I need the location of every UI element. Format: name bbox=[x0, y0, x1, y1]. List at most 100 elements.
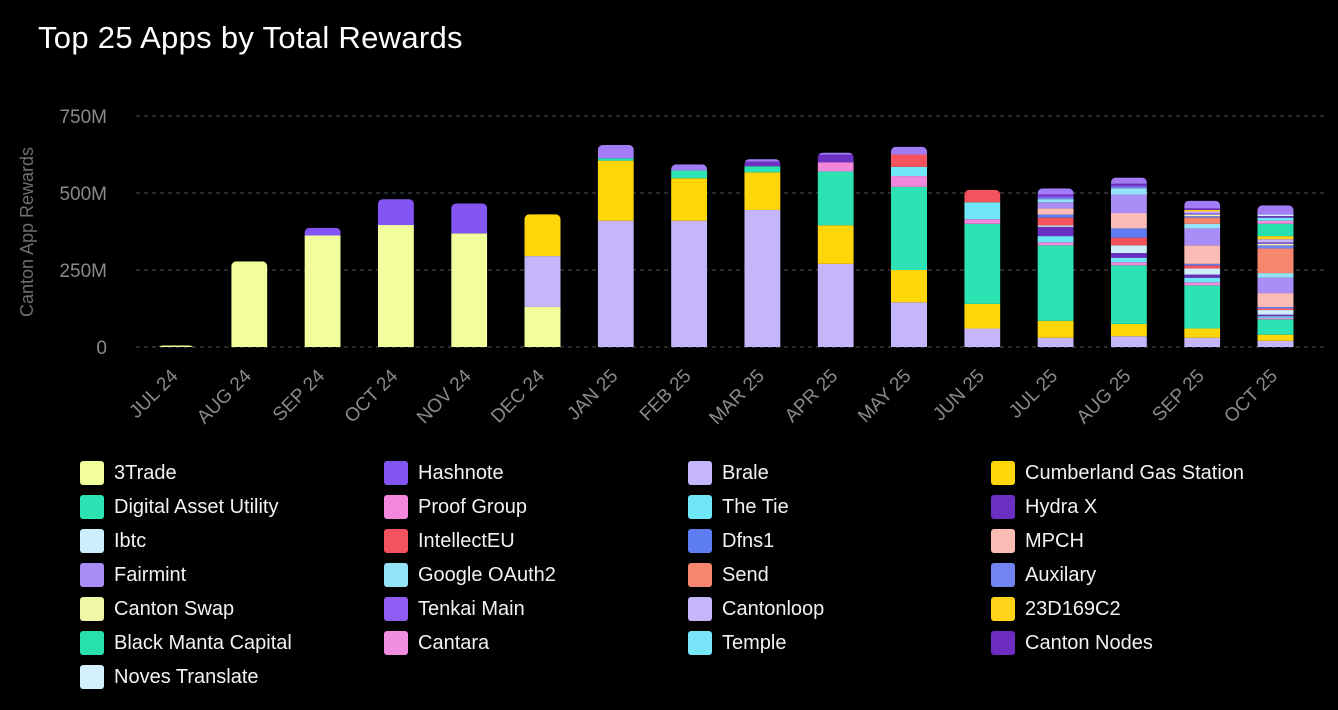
bar-segment[interactable] bbox=[1110, 245, 1147, 254]
bar-segment[interactable] bbox=[1110, 253, 1147, 258]
bar-segment[interactable] bbox=[671, 170, 708, 179]
bar-segment[interactable] bbox=[1110, 265, 1147, 324]
bar-segment[interactable] bbox=[1184, 263, 1221, 266]
bar-segment[interactable] bbox=[1184, 214, 1221, 217]
bar-segment[interactable] bbox=[304, 235, 341, 347]
bar-segment[interactable] bbox=[597, 144, 634, 159]
bar-segment[interactable] bbox=[377, 199, 414, 226]
bar-segment[interactable] bbox=[1257, 334, 1294, 341]
bar-segment[interactable] bbox=[1257, 314, 1294, 317]
bar-segment[interactable] bbox=[1257, 242, 1294, 244]
bar-segment[interactable] bbox=[1257, 239, 1294, 243]
bar-segment[interactable] bbox=[964, 189, 1001, 203]
bar-segment[interactable] bbox=[964, 303, 1001, 329]
legend-item[interactable]: 23D169C2 bbox=[991, 596, 1121, 622]
bar-segment[interactable] bbox=[817, 154, 854, 163]
bar-segment[interactable] bbox=[1110, 213, 1147, 229]
bar-segment[interactable] bbox=[1257, 293, 1294, 307]
bar-segment[interactable] bbox=[1257, 217, 1294, 221]
bar-segment[interactable] bbox=[1257, 243, 1294, 246]
legend-item[interactable]: MPCH bbox=[991, 528, 1084, 554]
bar-segment[interactable] bbox=[1037, 196, 1074, 198]
bar-segment[interactable] bbox=[1184, 245, 1221, 264]
bar-segment[interactable] bbox=[524, 214, 561, 257]
bar-segment[interactable] bbox=[1110, 228, 1147, 238]
bar-segment[interactable] bbox=[1110, 237, 1147, 246]
bar-segment[interactable] bbox=[1257, 220, 1294, 224]
bar-segment[interactable] bbox=[1110, 194, 1147, 214]
bar-segment[interactable] bbox=[1110, 188, 1147, 195]
bar-segment[interactable] bbox=[1037, 208, 1074, 215]
bar-segment[interactable] bbox=[1110, 177, 1147, 184]
bar-segment[interactable] bbox=[1184, 223, 1221, 229]
bar-segment[interactable] bbox=[1257, 340, 1294, 347]
bar-segment[interactable] bbox=[1184, 328, 1221, 338]
bar-segment[interactable] bbox=[1184, 265, 1221, 269]
legend-item[interactable]: The Tie bbox=[688, 494, 789, 520]
bar-segment[interactable] bbox=[964, 328, 1001, 347]
bar-segment[interactable] bbox=[1257, 248, 1294, 274]
legend-item[interactable]: 3Trade bbox=[80, 460, 177, 486]
bar-segment[interactable] bbox=[1037, 199, 1074, 203]
bar-segment[interactable] bbox=[671, 178, 708, 221]
bar-segment[interactable] bbox=[891, 186, 927, 270]
bar-segment[interactable] bbox=[891, 146, 927, 155]
bar-segment[interactable] bbox=[1037, 217, 1074, 226]
legend-item[interactable]: Dfns1 bbox=[688, 528, 774, 554]
legend-item[interactable]: Fairmint bbox=[80, 562, 186, 588]
bar-segment[interactable] bbox=[597, 158, 634, 161]
bar-segment[interactable] bbox=[1184, 337, 1221, 347]
bar-segment[interactable] bbox=[1037, 197, 1074, 200]
bar-segment[interactable] bbox=[1037, 194, 1074, 197]
bar-segment[interactable] bbox=[377, 225, 414, 347]
bar-segment[interactable] bbox=[1184, 211, 1221, 214]
bar-segment[interactable] bbox=[1037, 320, 1074, 338]
bar-segment[interactable] bbox=[1257, 216, 1294, 218]
bar-segment[interactable] bbox=[1184, 274, 1221, 278]
bar-segment[interactable] bbox=[1184, 209, 1221, 212]
legend-item[interactable]: Auxilary bbox=[991, 562, 1096, 588]
legend-item[interactable]: Proof Group bbox=[384, 494, 527, 520]
bar-segment[interactable] bbox=[1110, 185, 1147, 187]
bar-segment[interactable] bbox=[1184, 216, 1221, 218]
bar-segment[interactable] bbox=[1184, 213, 1221, 215]
bar-segment[interactable] bbox=[1184, 268, 1221, 275]
legend-item[interactable]: Temple bbox=[688, 630, 786, 656]
bar-segment[interactable] bbox=[1184, 200, 1221, 209]
bar-segment[interactable] bbox=[1037, 214, 1074, 218]
bar-segment[interactable] bbox=[1110, 186, 1147, 189]
bar-segment[interactable] bbox=[671, 164, 708, 171]
legend-item[interactable]: Cantonloop bbox=[688, 596, 824, 622]
bar-segment[interactable] bbox=[744, 209, 781, 347]
bar-segment[interactable] bbox=[1037, 202, 1074, 209]
bar-segment[interactable] bbox=[1110, 183, 1147, 186]
legend-item[interactable]: Noves Translate bbox=[80, 664, 259, 690]
legend-item[interactable]: Canton Swap bbox=[80, 596, 234, 622]
bar-segment[interactable] bbox=[1257, 316, 1294, 318]
legend-item[interactable]: Send bbox=[688, 562, 769, 588]
bar-segment[interactable] bbox=[1110, 336, 1147, 347]
bar-segment[interactable] bbox=[1257, 236, 1294, 240]
bar-segment[interactable] bbox=[744, 161, 781, 167]
bar-segment[interactable] bbox=[524, 256, 561, 307]
bar-segment[interactable] bbox=[1037, 242, 1074, 246]
bar-segment[interactable] bbox=[1184, 277, 1221, 283]
bar-segment[interactable] bbox=[1184, 217, 1221, 224]
bar-segment[interactable] bbox=[1257, 273, 1294, 278]
bar-segment[interactable] bbox=[1110, 262, 1147, 266]
legend-item[interactable]: Black Manta Capital bbox=[80, 630, 292, 656]
bar-segment[interactable] bbox=[817, 152, 854, 155]
bar-segment[interactable] bbox=[964, 219, 1001, 224]
bar-segment[interactable] bbox=[744, 166, 781, 173]
bar-segment[interactable] bbox=[891, 176, 927, 187]
bar-segment[interactable] bbox=[231, 261, 268, 347]
bar-segment[interactable] bbox=[817, 263, 854, 347]
bar-segment[interactable] bbox=[891, 154, 927, 167]
bar-segment[interactable] bbox=[451, 203, 488, 234]
legend-item[interactable]: Cumberland Gas Station bbox=[991, 460, 1244, 486]
legend-item[interactable]: IntellectEU bbox=[384, 528, 515, 554]
bar-segment[interactable] bbox=[1037, 337, 1074, 347]
bar-segment[interactable] bbox=[1184, 228, 1221, 246]
bar-segment[interactable] bbox=[891, 302, 927, 347]
bar-segment[interactable] bbox=[1184, 282, 1221, 286]
